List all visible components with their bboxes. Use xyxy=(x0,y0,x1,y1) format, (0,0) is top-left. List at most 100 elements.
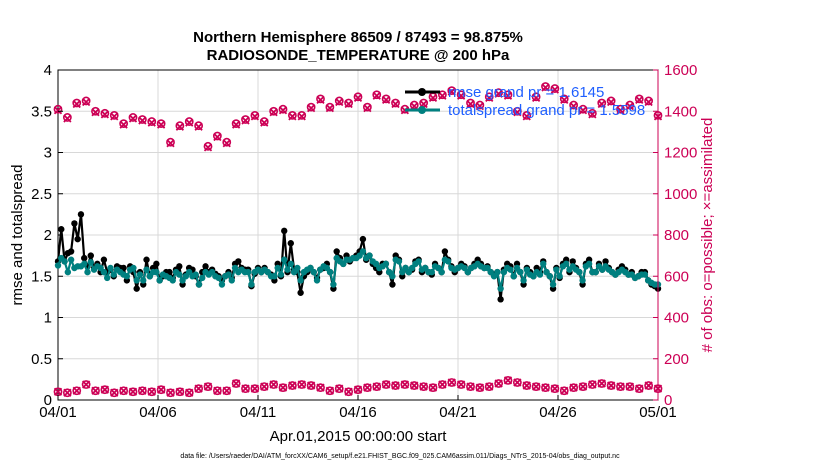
obs-assimilated-low-marker xyxy=(475,383,485,392)
obs-possible-marker xyxy=(428,383,438,393)
series-point-0 xyxy=(333,248,340,255)
obs-assimilated-low-marker xyxy=(269,380,278,389)
obs-possible-marker xyxy=(287,110,297,120)
obs-possible-marker xyxy=(344,98,354,108)
series-point-1 xyxy=(54,262,62,269)
obs-assimilated-low-marker xyxy=(110,388,119,397)
obs-assimilated-low-marker xyxy=(166,388,175,397)
legend-rmse-marker xyxy=(418,88,426,96)
obs-assimilated-low-marker xyxy=(522,381,531,390)
obs-possible-marker xyxy=(512,378,522,387)
series-point-0 xyxy=(133,285,140,292)
obs-assimilated-low-marker xyxy=(260,382,269,391)
obs-assimilated-low-marker xyxy=(222,386,231,395)
obs-possible-marker xyxy=(269,380,279,389)
obs-assimilated-marker xyxy=(100,110,110,119)
obs-assimilated-marker xyxy=(110,112,119,121)
series-point-1 xyxy=(438,268,445,276)
series-point-0 xyxy=(58,226,65,233)
obs-assimilated-marker xyxy=(250,112,260,121)
obs-possible-marker xyxy=(156,119,166,129)
obs-possible-marker xyxy=(334,96,344,106)
obs-assimilated-low-marker xyxy=(185,388,194,397)
obs-possible-marker xyxy=(184,388,194,398)
obs-possible-marker xyxy=(625,382,635,391)
obs-assimilated-marker xyxy=(231,120,241,129)
series-point-1 xyxy=(536,271,544,278)
series-point-1 xyxy=(359,248,367,255)
y-tick-label-left: 1 xyxy=(44,310,52,327)
obs-possible-marker xyxy=(616,382,625,391)
series-point-1 xyxy=(136,271,144,278)
obs-assimilated-low-marker xyxy=(410,381,419,390)
series-point-1 xyxy=(395,258,403,265)
obs-possible-marker xyxy=(475,100,485,110)
series-point-1 xyxy=(428,268,435,276)
series-point-1 xyxy=(195,281,203,288)
series-point-1 xyxy=(415,258,422,265)
series-point-1 xyxy=(215,274,222,282)
obs-possible-marker xyxy=(391,381,400,390)
obs-assimilated-low-marker xyxy=(335,384,344,393)
obs-possible-marker xyxy=(231,119,241,129)
x-tick-label: 04/01 xyxy=(39,404,77,421)
obs-assimilated-low-marker xyxy=(288,381,297,390)
obs-assimilated-low-marker xyxy=(231,379,241,388)
obs-assimilated-marker xyxy=(72,99,81,109)
series-point-1 xyxy=(297,277,304,284)
obs-assimilated-marker xyxy=(203,143,213,152)
obs-assimilated-marker xyxy=(531,93,541,102)
series-point-1 xyxy=(382,260,390,268)
series-point-0 xyxy=(235,258,242,265)
y-axis-label-right: # of obs: o=possible; ×=assimilated xyxy=(699,118,716,353)
obs-assimilated-low-marker xyxy=(635,384,644,393)
obs-assimilated-marker xyxy=(53,106,63,115)
obs-possible-marker xyxy=(362,102,372,112)
obs-possible-marker xyxy=(212,386,222,396)
obs-assimilated-low-marker xyxy=(428,383,438,392)
x-tick-label: 04/16 xyxy=(339,404,377,421)
series-point-0 xyxy=(359,235,367,243)
series-point-1 xyxy=(510,273,517,280)
series-point-1 xyxy=(277,271,285,278)
obs-assimilated-marker xyxy=(194,122,203,131)
series-point-1 xyxy=(546,273,554,280)
obs-assimilated-low-marker xyxy=(344,387,353,396)
y-tick-label-right: 400 xyxy=(664,310,689,327)
obs-assimilated-low-marker xyxy=(438,380,447,389)
obs-possible-marker xyxy=(278,383,288,393)
obs-assimilated-low-marker xyxy=(100,385,110,394)
obs-assimilated-low-marker xyxy=(644,381,653,390)
obs-possible-marker xyxy=(569,100,579,110)
obs-possible-marker xyxy=(503,376,513,385)
obs-assimilated-low-marker xyxy=(447,378,456,387)
obs-possible-marker xyxy=(175,121,185,131)
series-point-1 xyxy=(199,274,206,282)
obs-possible-marker xyxy=(578,104,588,114)
obs-possible-marker xyxy=(541,383,550,393)
series-point-0 xyxy=(67,248,75,255)
y-tick-label-left: 1.5 xyxy=(31,268,52,285)
series-point-1 xyxy=(153,268,160,276)
obs-assimilated-marker xyxy=(372,91,381,100)
y-tick-label-right: 1600 xyxy=(664,62,697,79)
series-point-1 xyxy=(84,268,91,276)
series-point-1 xyxy=(579,277,586,284)
series-point-1 xyxy=(517,268,524,276)
series-layer xyxy=(53,82,663,398)
obs-possible-marker xyxy=(316,383,325,393)
obs-possible-marker xyxy=(597,98,607,108)
obs-possible-marker xyxy=(119,386,129,396)
obs-assimilated-marker xyxy=(335,97,344,107)
obs-possible-marker xyxy=(91,386,100,396)
series-point-1 xyxy=(133,277,140,284)
obs-assimilated-low-marker xyxy=(325,386,335,395)
obs-assimilated-marker xyxy=(344,99,353,109)
obs-possible-marker xyxy=(231,379,241,388)
obs-assimilated-low-marker xyxy=(419,382,428,391)
obs-possible-marker xyxy=(634,94,644,104)
y-tick-label-right: 600 xyxy=(664,268,689,285)
obs-possible-marker xyxy=(212,131,222,141)
x-tick-label: 04/11 xyxy=(240,404,276,421)
